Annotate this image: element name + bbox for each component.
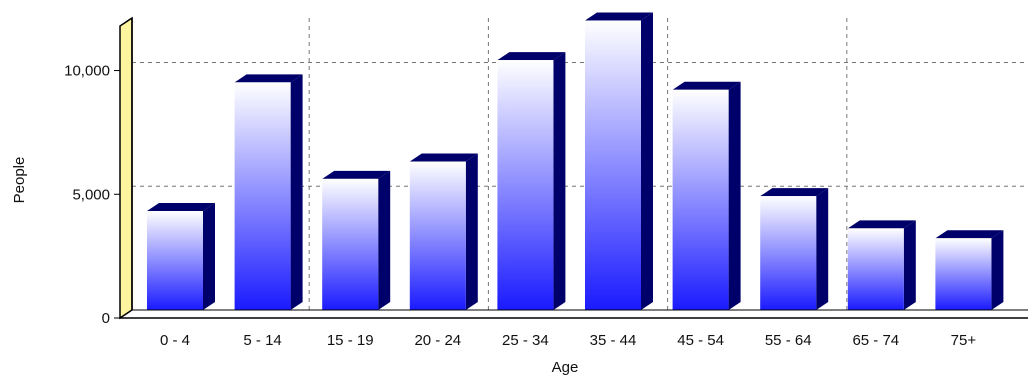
bar-front (760, 196, 817, 310)
x-tick-label: 0 - 4 (160, 332, 190, 349)
bar-front (234, 82, 291, 310)
left-wall (119, 16, 133, 320)
bar-top (585, 12, 653, 21)
y-tick-label: 5,000 (72, 186, 110, 203)
axes (114, 18, 1028, 319)
y-tick-labels: 0 5,000 10,000 (64, 63, 110, 327)
y-axis-title: People (11, 157, 28, 204)
x-axis-title: Age (552, 359, 579, 376)
bar-front (847, 228, 904, 310)
bar-side (728, 81, 741, 310)
bar-side (816, 188, 829, 310)
bar-top (497, 52, 566, 61)
bar (760, 188, 829, 310)
x-tick-label: 5 - 14 (243, 332, 281, 349)
bar (585, 12, 653, 310)
bar-side (290, 74, 303, 310)
bar-side (378, 170, 391, 310)
bar-front (935, 238, 992, 310)
bar-top (409, 153, 478, 162)
x-tick-labels: 0 - 4 5 - 14 15 - 19 20 - 24 25 - 34 35 - 44 4… (160, 332, 976, 349)
bar-front (585, 20, 641, 310)
bar (672, 81, 741, 310)
bar-side (203, 203, 215, 310)
x-tick-label: 25 - 34 (502, 332, 549, 349)
bar (409, 153, 478, 310)
grid-lines (132, 18, 1028, 310)
bar-side (641, 12, 653, 310)
y-tick-label: 0 (102, 310, 110, 327)
y-tick-label: 10,000 (64, 63, 110, 80)
x-tick-label: 45 - 54 (677, 332, 724, 349)
x-tick-label: 35 - 44 (590, 332, 637, 349)
bar (847, 220, 916, 310)
bar-front (322, 178, 379, 310)
bar-front (147, 211, 203, 310)
bar-side (553, 52, 566, 310)
x-tick-label: 75+ (951, 332, 977, 349)
bars (147, 12, 1004, 310)
bar-side (991, 230, 1004, 310)
bar-top (760, 188, 829, 197)
x-tick-label: 55 - 64 (765, 332, 812, 349)
bar (234, 74, 303, 310)
bar-front (497, 60, 554, 310)
bar-top (147, 203, 215, 212)
bar (497, 52, 566, 310)
bar-side (903, 220, 916, 310)
bar (147, 203, 215, 310)
bar (935, 230, 1004, 310)
x-tick-label: 65 - 74 (852, 332, 899, 349)
bar (322, 170, 391, 310)
bar-top (672, 81, 741, 90)
bar-side (465, 153, 478, 310)
x-tick-label: 20 - 24 (414, 332, 461, 349)
bar-top (234, 74, 303, 83)
bar-front (409, 161, 466, 310)
x-tick-label: 15 - 19 (327, 332, 374, 349)
bar-top (935, 230, 1004, 239)
bar-top (322, 170, 391, 179)
bar-front (672, 89, 729, 310)
bar-top (847, 220, 916, 229)
